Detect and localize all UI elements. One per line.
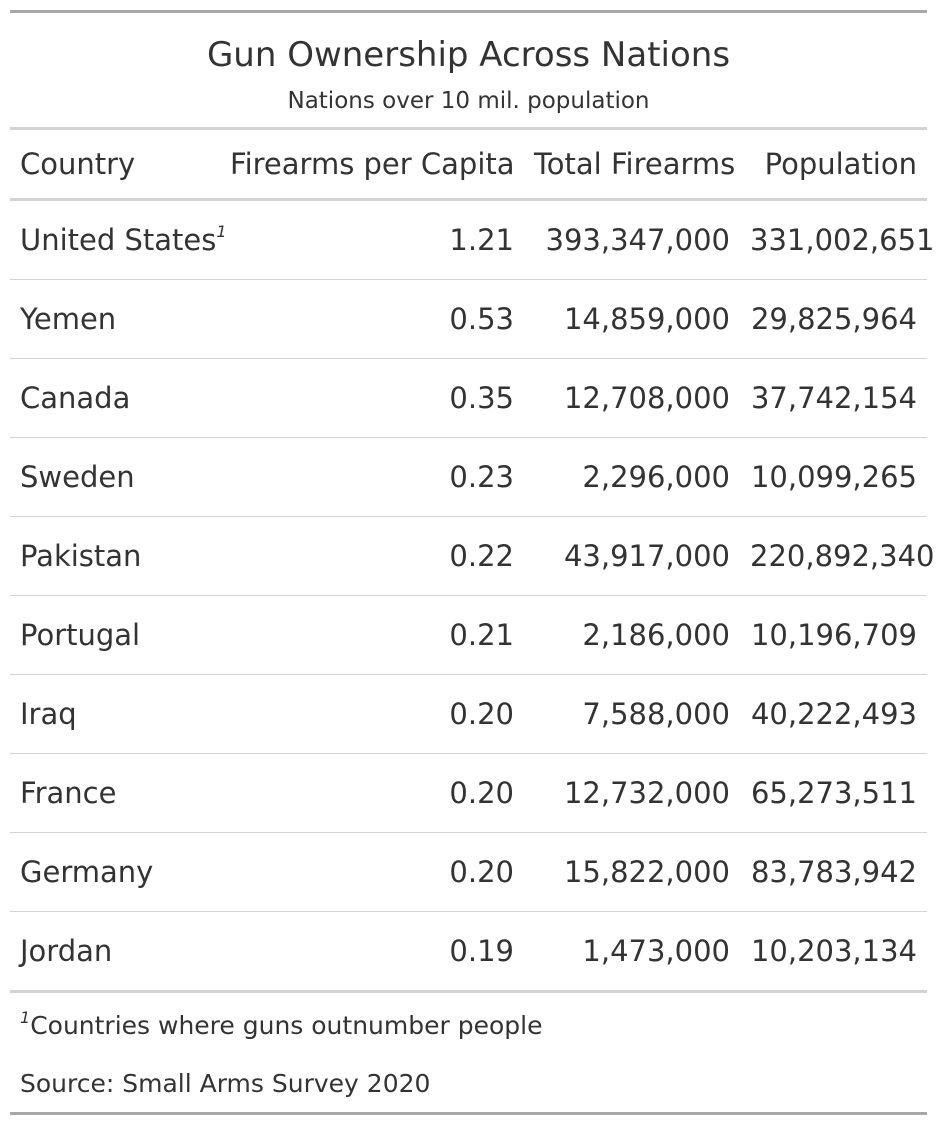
cell-per-capita: 0.20 bbox=[220, 832, 524, 912]
cell-per-capita: 0.21 bbox=[220, 595, 524, 675]
country-name: Iraq bbox=[20, 697, 77, 731]
country-name: Jordan bbox=[20, 934, 113, 968]
cell-population: 29,825,964 bbox=[740, 279, 927, 359]
cell-per-capita: 0.20 bbox=[220, 753, 524, 833]
data-table: Country Firearms per Capita Total Firear… bbox=[10, 127, 935, 993]
cell-population: 10,203,134 bbox=[750, 934, 917, 968]
country-name: Sweden bbox=[20, 460, 135, 494]
country-name: Pakistan bbox=[20, 539, 142, 573]
cell-population: 83,783,942 bbox=[740, 832, 927, 912]
cell-per-capita: 0.35 bbox=[220, 358, 524, 438]
cell-country: Germany bbox=[10, 832, 220, 912]
cell-total-firearms: 2,296,000 bbox=[524, 437, 740, 517]
cell-country: Sweden bbox=[10, 437, 220, 517]
cell-total-firearms: 393,347,000 bbox=[524, 199, 740, 280]
country-name: Yemen bbox=[20, 302, 117, 336]
cell-country: United States1 bbox=[10, 199, 227, 280]
top-rule bbox=[10, 10, 927, 13]
cell-total-firearms: 12,732,000 bbox=[524, 753, 740, 833]
footnote-marker: 1 bbox=[216, 222, 227, 242]
cell-country: Jordan bbox=[10, 912, 220, 992]
cell-total-firearms: 12,708,000 bbox=[524, 358, 740, 438]
table-row: Iraq 0.20 7,588,000 40,222,493 bbox=[10, 674, 927, 754]
cell-total-firearms: 2,186,000 bbox=[524, 595, 740, 675]
header-row: Country Firearms per Capita Total Firear… bbox=[10, 128, 927, 200]
table-row: France 0.20 12,732,000 65,273,511 bbox=[10, 753, 927, 833]
cell-population: 37,742,154 bbox=[740, 358, 927, 438]
table-container: Gun Ownership Across Nations Nations ove… bbox=[10, 10, 935, 1115]
table-title: Gun Ownership Across Nations bbox=[206, 35, 731, 75]
column-header-total-firearms: Total Firearms bbox=[534, 147, 736, 181]
cell-per-capita: 0.23 bbox=[220, 437, 524, 517]
cell-per-capita: 0.19 bbox=[449, 934, 514, 968]
cell-population: 220,892,340 bbox=[740, 516, 935, 596]
table-row: Pakistan 0.22 43,917,000 220,892,340 bbox=[10, 516, 935, 596]
cell-per-capita: 0.22 bbox=[220, 516, 524, 596]
cell-total-firearms: 15,822,000 bbox=[524, 832, 740, 912]
country-name: United States bbox=[20, 223, 217, 257]
table-row: Portugal 0.21 2,186,000 10,196,709 bbox=[10, 595, 927, 675]
table-row: Sweden 0.23 2,296,000 10,099,265 bbox=[10, 437, 927, 517]
table-row: Yemen 0.53 14,859,000 29,825,964 bbox=[10, 279, 927, 359]
cell-country: Iraq bbox=[10, 674, 220, 754]
cell-total-firearms: 7,588,000 bbox=[524, 674, 740, 754]
column-header-country: Country bbox=[20, 147, 136, 181]
cell-population: 10,099,265 bbox=[740, 437, 927, 517]
cell-total-firearms: 1,473,000 bbox=[582, 934, 730, 968]
cell-population: 65,273,511 bbox=[740, 753, 927, 833]
cell-country: France bbox=[10, 753, 220, 833]
cell-country: Yemen bbox=[10, 279, 220, 359]
cell-per-capita: 1.21 bbox=[220, 199, 524, 280]
country-name: France bbox=[20, 776, 117, 810]
column-header-population: Population bbox=[764, 147, 917, 181]
table-row: Jordan 0.19 1,473,000 10,203,134 bbox=[10, 912, 927, 992]
cell-country: Portugal bbox=[10, 595, 220, 675]
table-row: Germany 0.20 15,822,000 83,783,942 bbox=[10, 832, 927, 912]
footnote: 1Countries where guns outnumber people bbox=[10, 993, 927, 1041]
cell-total-firearms: 14,859,000 bbox=[524, 279, 740, 359]
country-name: Germany bbox=[20, 855, 154, 889]
country-name: Canada bbox=[20, 381, 131, 415]
bottom-rule bbox=[10, 1112, 927, 1115]
cell-country: Canada bbox=[10, 358, 220, 438]
table-row: Canada 0.35 12,708,000 37,742,154 bbox=[10, 358, 927, 438]
cell-population: 10,196,709 bbox=[740, 595, 927, 675]
cell-per-capita: 0.53 bbox=[220, 279, 524, 359]
footnote-text: Countries where guns outnumber people bbox=[30, 1011, 543, 1040]
table-body: United States1 1.21 393,347,000 331,002,651… bbox=[10, 199, 935, 992]
cell-per-capita: 0.20 bbox=[220, 674, 524, 754]
footnote-mark: 1 bbox=[20, 1007, 31, 1027]
country-name: Portugal bbox=[20, 618, 141, 652]
cell-country: Pakistan bbox=[10, 516, 220, 596]
table-subtitle: Nations over 10 mil. population bbox=[287, 88, 650, 114]
column-header-per-capita: Firearms per Capita bbox=[230, 147, 515, 181]
cell-population: 331,002,651 bbox=[740, 199, 935, 280]
cell-total-firearms: 43,917,000 bbox=[524, 516, 740, 596]
cell-population: 40,222,493 bbox=[740, 674, 927, 754]
source-note: Source: Small Arms Survey 2020 bbox=[20, 1069, 431, 1098]
table-row: United States1 1.21 393,347,000 331,002,651 bbox=[10, 199, 935, 280]
